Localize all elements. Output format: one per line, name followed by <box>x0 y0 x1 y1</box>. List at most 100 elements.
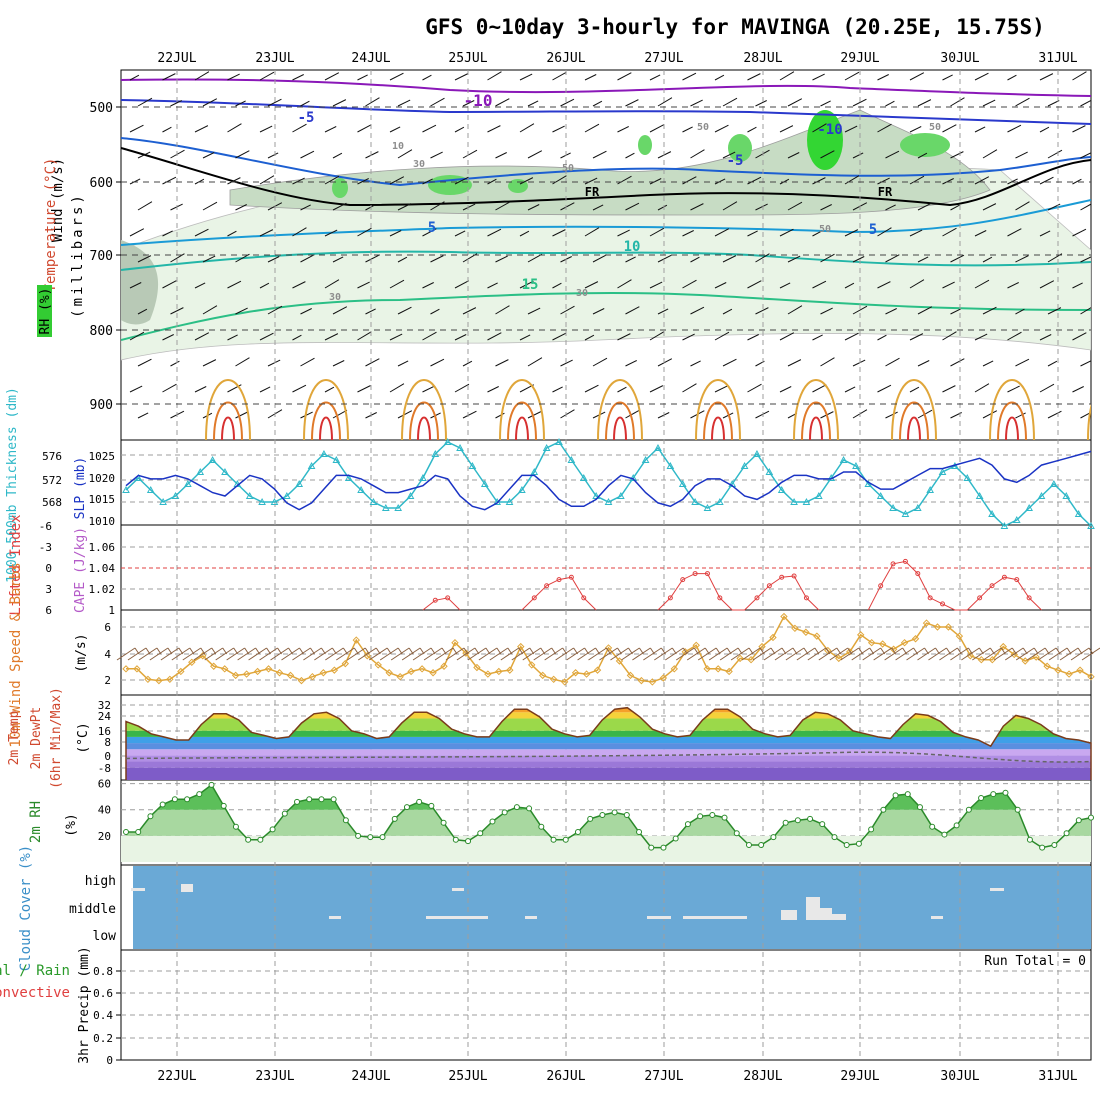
rh2m-point <box>855 840 862 847</box>
wind-barb <box>137 97 153 107</box>
wind-barb <box>259 332 274 341</box>
upper-air-field <box>121 71 1091 440</box>
thickness-point <box>134 473 143 481</box>
thickness-point <box>518 485 526 493</box>
day-label-top: 29JUL <box>840 51 879 66</box>
wind10-barb <box>851 647 870 661</box>
wind-barb <box>820 253 835 263</box>
wind-barb <box>950 97 965 107</box>
thickness-point <box>1062 491 1071 499</box>
wind-barb <box>129 228 145 237</box>
wind-barb <box>194 282 206 289</box>
thickness-point <box>703 503 712 511</box>
rh2m-point <box>916 804 923 811</box>
rh2m-point <box>281 810 288 817</box>
wind10-barb <box>204 647 224 661</box>
wind10-point <box>758 642 766 651</box>
day-label-top: 26JUL <box>546 51 585 66</box>
rh2m-point <box>819 821 826 828</box>
day-label-top: 22JUL <box>157 51 196 66</box>
cloud-cell <box>329 916 341 919</box>
wind-barb <box>357 227 372 237</box>
wind-barb <box>584 227 600 237</box>
wind-barb <box>592 100 603 107</box>
wind10-barb <box>675 647 695 661</box>
wind-barb <box>357 178 369 185</box>
wind10-point <box>297 676 306 685</box>
wind-barb <box>495 98 510 107</box>
rh-band-high <box>126 784 1091 810</box>
rh-70-area-e <box>332 178 348 198</box>
rh2m-point <box>611 809 618 816</box>
wind-barb <box>1007 228 1022 237</box>
temp-minus5b-contour <box>121 137 1091 187</box>
wind10-point <box>177 667 185 676</box>
wind10-barb <box>555 647 574 661</box>
wind-barb <box>227 230 237 237</box>
wind10-barb <box>785 647 805 661</box>
dewpoint-line <box>125 751 1092 763</box>
wind10-barb <box>654 647 673 661</box>
wind10-barb <box>1081 647 1100 661</box>
wind10-point <box>418 665 426 673</box>
temp-25-contour <box>605 401 635 440</box>
wind-barb <box>227 73 240 81</box>
wind-barb <box>747 334 759 341</box>
contour-label: 5 <box>869 222 877 238</box>
thickness-point <box>282 491 291 499</box>
wind-barb <box>202 359 217 367</box>
wind-barb <box>592 254 608 263</box>
wind-barb <box>747 230 758 237</box>
temp-20-contour <box>401 379 447 440</box>
rh2m-point <box>1002 789 1009 796</box>
wind-barb <box>259 229 274 237</box>
wind-barb <box>942 281 955 289</box>
wind10-point <box>341 659 350 668</box>
thickness-point <box>1025 503 1033 511</box>
wind10-point <box>506 666 514 674</box>
day-label-top: 25JUL <box>448 51 487 66</box>
wind10-barb <box>719 647 739 661</box>
wind10-barb <box>950 647 969 661</box>
cape-line <box>657 573 820 611</box>
wind-barb <box>487 228 502 237</box>
temp-30-contour <box>711 416 725 440</box>
wind-barb <box>974 333 988 341</box>
wind-barb <box>235 307 248 315</box>
temp-25-contour <box>213 401 243 440</box>
contour-label: 10 <box>624 239 641 255</box>
temp-band <box>126 736 1091 744</box>
rh2m-point <box>379 834 386 841</box>
wind-barb <box>625 360 637 367</box>
rh2m-point <box>342 817 349 824</box>
wind-barb <box>1015 412 1026 419</box>
temp-25-contour <box>801 401 831 440</box>
thickness-point <box>691 497 699 505</box>
temp-30-contour <box>613 416 627 440</box>
wind-barb <box>682 333 695 341</box>
wind-barb <box>259 175 275 185</box>
wind-barb <box>267 98 282 107</box>
wind10-point <box>286 671 295 680</box>
cape-point <box>940 601 946 607</box>
wind-barb <box>495 152 507 159</box>
day-label-bottom: 30JUL <box>940 1069 979 1084</box>
thickness-point <box>765 467 774 475</box>
cloud-cell <box>426 916 488 919</box>
rh-90-area <box>807 110 843 170</box>
wind-barb <box>235 100 246 107</box>
wind10-barb <box>983 647 1002 661</box>
wind-barb <box>1080 307 1091 315</box>
thickness-point <box>777 485 786 493</box>
thickness-tick-label: 568 <box>42 496 62 509</box>
day-label-bottom: 22JUL <box>157 1069 196 1084</box>
wind-barb <box>877 334 887 341</box>
wind-barb <box>982 203 997 211</box>
precip-panel <box>120 949 1092 1061</box>
wind-barb <box>747 280 762 289</box>
cloud-cell <box>452 888 464 891</box>
wind-barb <box>365 254 380 263</box>
wind-barb <box>332 152 343 159</box>
temp-band <box>126 749 1091 756</box>
wind10-point <box>1087 672 1095 681</box>
